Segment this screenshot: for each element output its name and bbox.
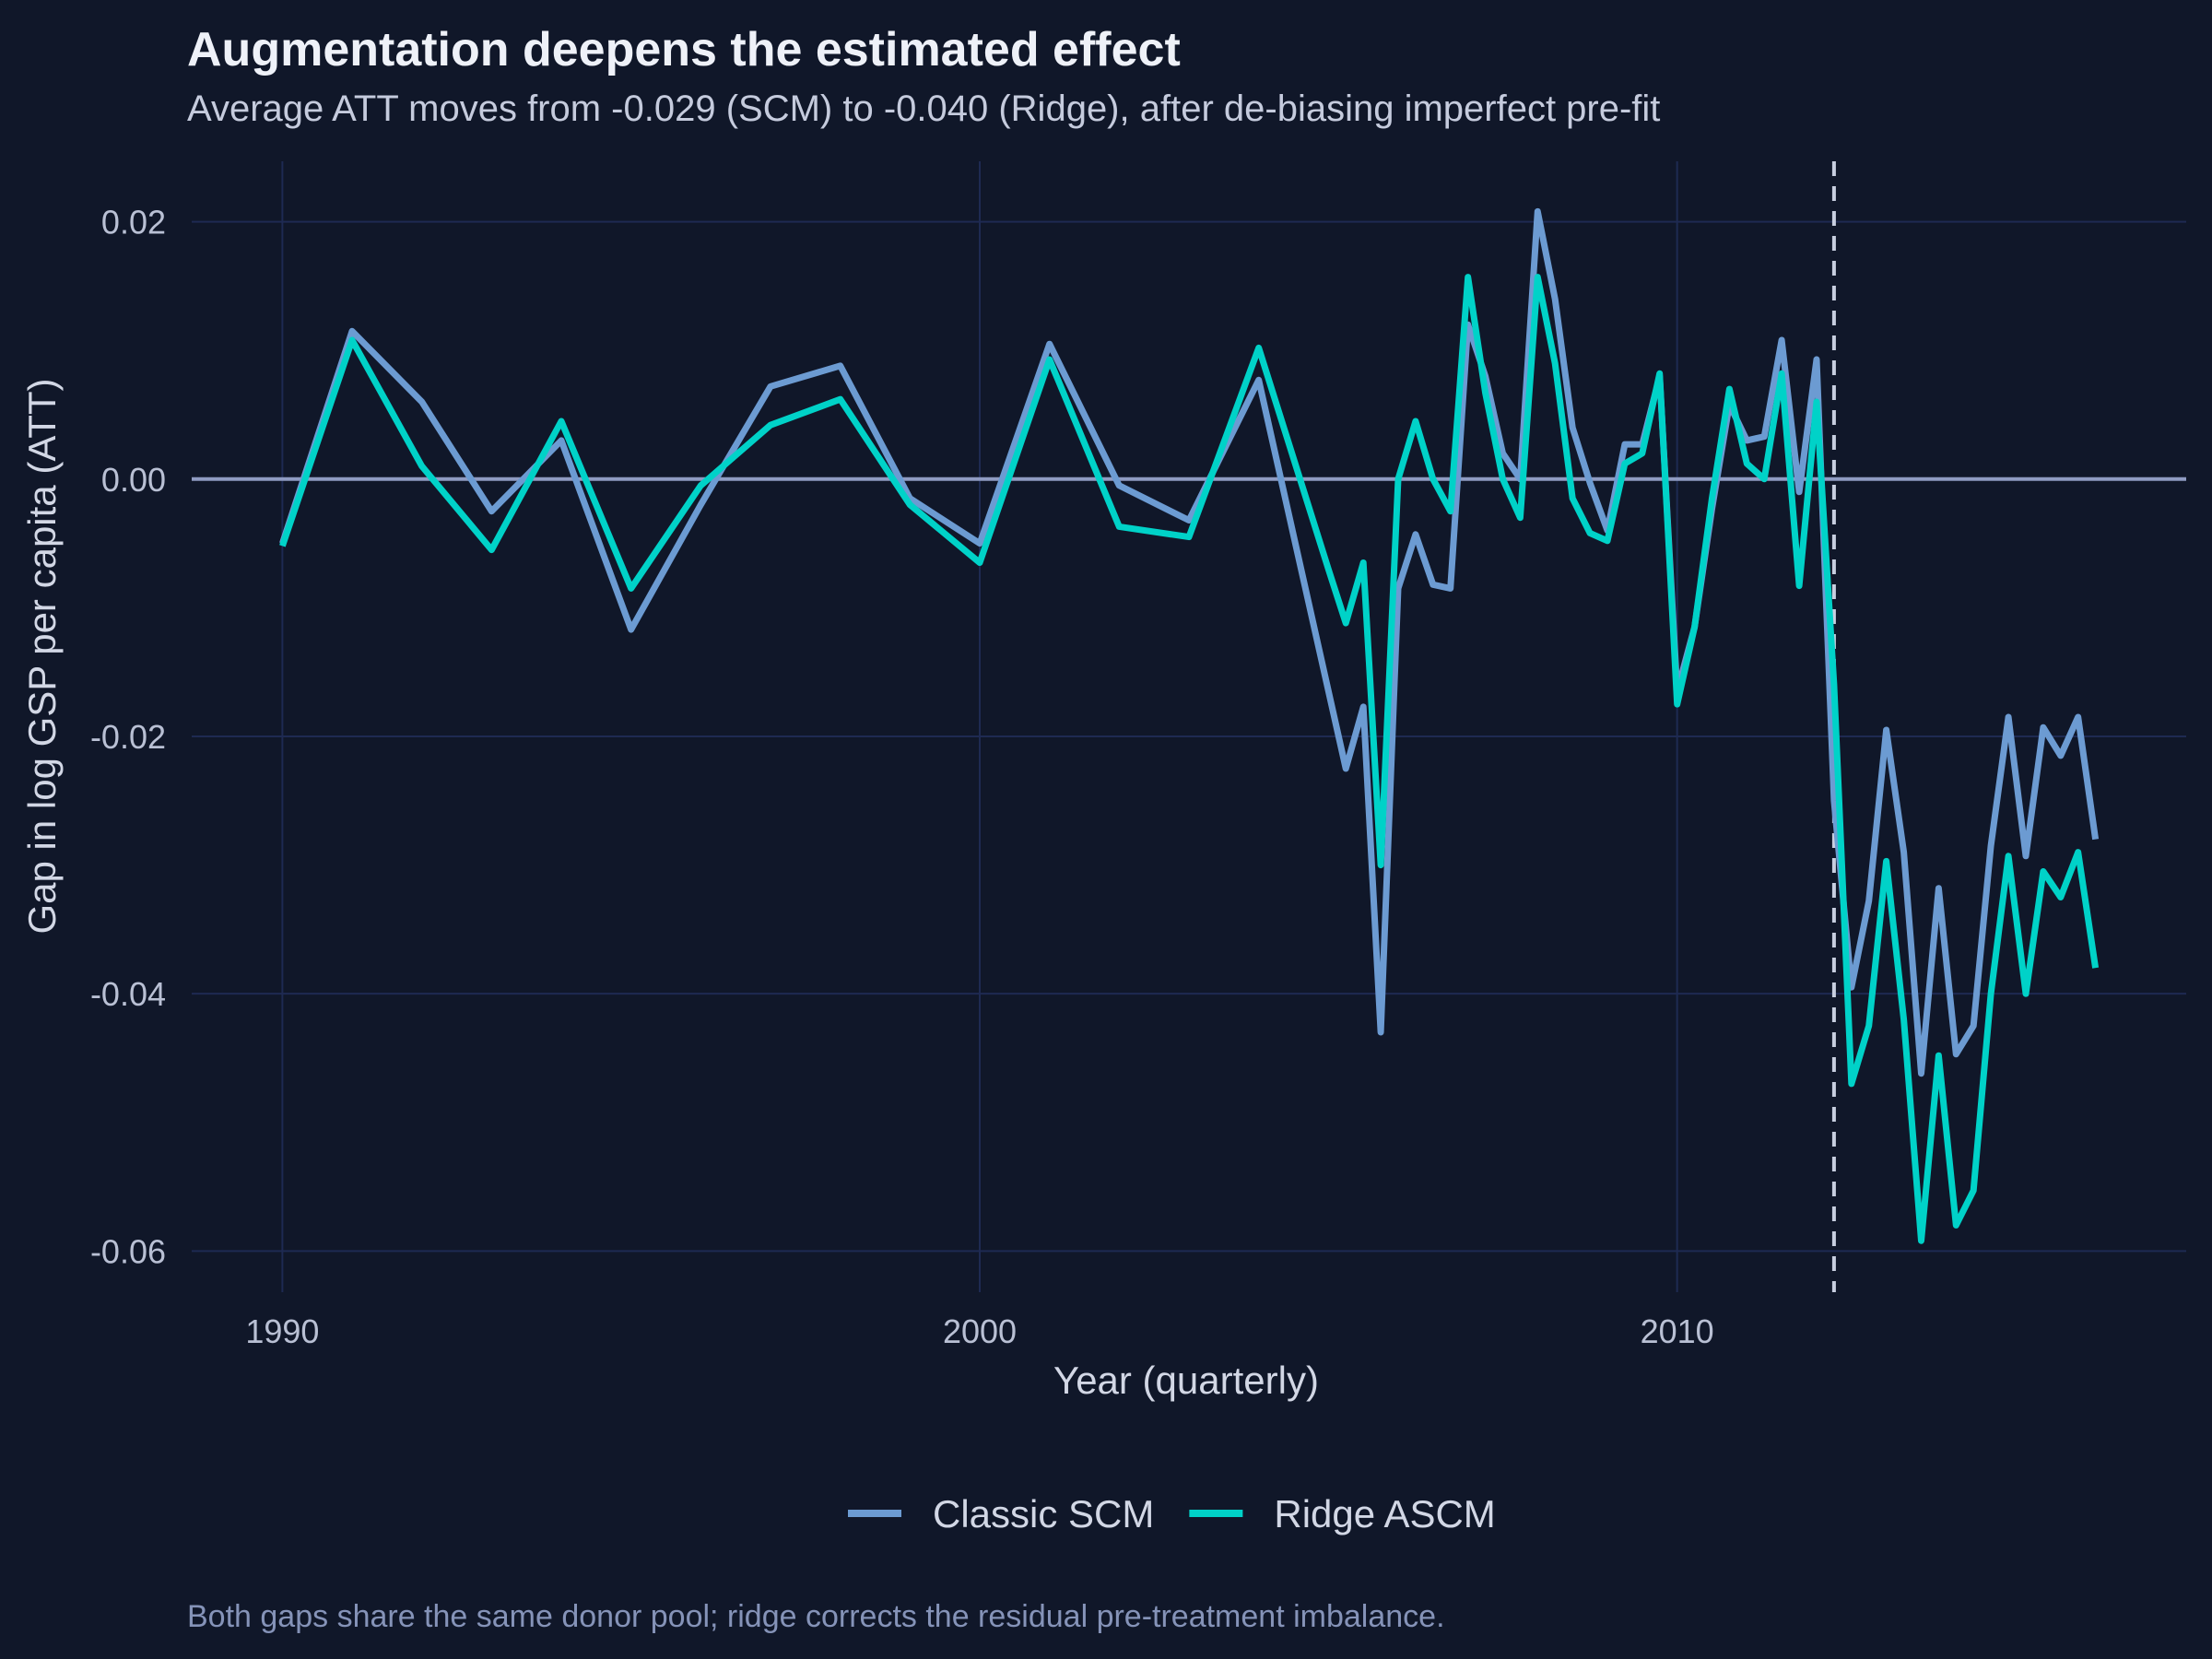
- legend-label-classic-scm: Classic SCM: [933, 1492, 1154, 1535]
- y-tick-label: 0.02: [101, 204, 166, 241]
- chart-title: Augmentation deepens the estimated effec…: [187, 23, 1181, 76]
- series-line-ridge-ascm: [279, 274, 2100, 1244]
- x-axis-title: Year (quarterly): [1053, 1359, 1319, 1402]
- y-tick-label: -0.02: [90, 718, 166, 756]
- chart-caption: Both gaps share the same donor pool; rid…: [187, 1599, 1445, 1634]
- tick-labels: 0.02 0.00 -0.02 -0.04 -0.06 1990 2000 2010: [90, 204, 1714, 1350]
- legend: Classic SCM Ridge ASCM: [848, 1492, 1496, 1535]
- x-tick-label: 2000: [943, 1312, 1017, 1350]
- reference-lines: [192, 161, 2186, 1292]
- y-tick-label: -0.06: [90, 1232, 166, 1270]
- gridlines: [192, 161, 2186, 1292]
- y-axis-title: Gap in log GSP per capita (ATT): [20, 378, 64, 934]
- y-tick-label: 0.00: [101, 461, 166, 499]
- series-line-classic-scm: [279, 207, 2100, 1077]
- series-lines: [279, 207, 2100, 1244]
- chart-subtitle: Average ATT moves from -0.029 (SCM) to -…: [187, 88, 1661, 129]
- y-tick-label: -0.04: [90, 975, 166, 1013]
- x-tick-label: 1990: [245, 1312, 319, 1350]
- x-tick-label: 2010: [1641, 1312, 1714, 1350]
- legend-label-ridge-ascm: Ridge ASCM: [1274, 1492, 1495, 1535]
